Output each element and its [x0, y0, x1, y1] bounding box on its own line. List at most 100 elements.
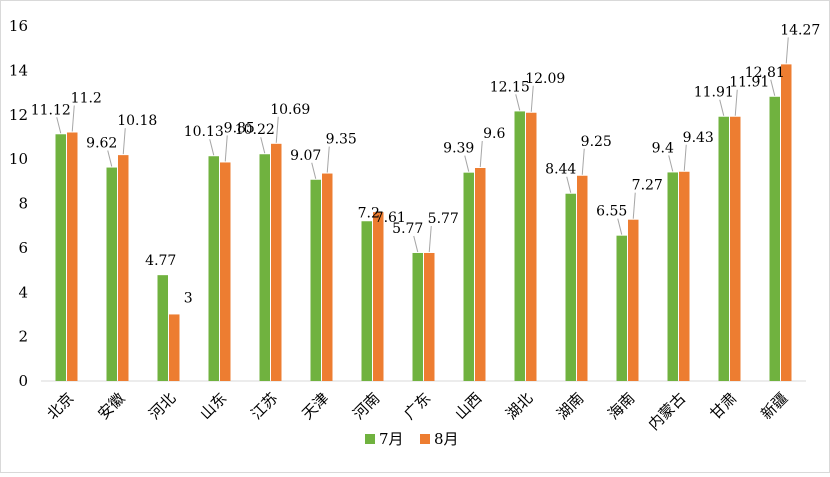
bar-august [679, 171, 690, 381]
leader-line-august [275, 116, 279, 143]
bar-august [220, 162, 231, 381]
data-labels-layer: 11.12 9.62 4.77 10.13 10.22 9.07 7.2 5.77 9.39 12… [31, 22, 821, 306]
x-category-label: 山西 [451, 389, 485, 423]
bars-layer [55, 64, 792, 382]
legend-label-july: 7月 [379, 430, 404, 448]
x-category-label: 新疆 [757, 389, 791, 423]
leader-line-july [464, 155, 470, 172]
legend: 7月 8月 [365, 430, 459, 448]
leader-line-july [668, 155, 674, 172]
bar-august [628, 219, 639, 381]
data-label-july: 12.81 [745, 65, 785, 81]
legend-swatch-july [365, 434, 375, 444]
data-label-august: 3 [184, 290, 193, 306]
x-category-label: 江苏 [247, 389, 281, 423]
bar-july [208, 156, 219, 381]
data-label-august: 9.6 [483, 126, 505, 142]
x-category-label: 内蒙古 [645, 389, 690, 434]
leader-line-august [224, 135, 228, 162]
bar-august [781, 64, 792, 382]
leader-line-july [566, 176, 572, 193]
leader-line-july [719, 99, 725, 116]
bar-july [106, 167, 117, 381]
bar-august [577, 175, 588, 381]
data-label-july: 9.62 [86, 136, 117, 152]
data-label-july: 5.77 [392, 221, 423, 237]
bar-july [463, 172, 474, 381]
data-label-august: 5.77 [428, 211, 459, 227]
data-label-august: 9.35 [326, 132, 357, 148]
leader-line-july [311, 162, 317, 179]
y-tick-label: 0 [18, 372, 28, 390]
data-label-july: 8.44 [545, 162, 576, 178]
data-label-august: 10.18 [117, 113, 157, 129]
legend-swatch-august [420, 434, 430, 444]
data-label-july: 10.13 [184, 124, 224, 140]
data-label-august: 9.43 [683, 130, 714, 146]
bar-july [565, 193, 576, 381]
bar-august [373, 212, 384, 381]
bar-july [361, 221, 372, 381]
leader-line-august [581, 148, 585, 175]
data-label-august: 11.91 [729, 75, 769, 91]
leader-line-july [770, 79, 776, 96]
leader-line-august [734, 89, 738, 116]
x-category-label: 海南 [604, 389, 638, 423]
x-category-label: 安徽 [94, 389, 128, 423]
data-label-july: 10.22 [235, 122, 275, 138]
bar-july [667, 172, 678, 381]
bar-august [67, 132, 78, 381]
bar-july [769, 96, 780, 381]
leader-line-august [785, 37, 789, 64]
bar-july [55, 134, 66, 381]
data-label-august: 9.25 [581, 134, 612, 150]
bar-july [157, 275, 168, 381]
x-category-label: 天津 [298, 389, 332, 423]
leader-line-august [632, 192, 636, 219]
x-category-label: 湖南 [553, 389, 587, 423]
data-label-july: 7.2 [358, 205, 380, 221]
x-category-label: 山东 [196, 389, 230, 423]
leader-line-july [56, 117, 62, 134]
bar-august [475, 168, 486, 381]
legend-label-august: 8月 [434, 430, 459, 448]
bar-july [310, 179, 321, 381]
bar-august [169, 314, 180, 381]
y-tick-label: 4 [18, 283, 28, 301]
bar-august [322, 173, 333, 381]
bar-august [730, 116, 741, 381]
leader-line-july [617, 218, 623, 235]
bar-august [526, 112, 537, 382]
x-category-label: 河南 [349, 389, 383, 423]
y-tick-label: 16 [9, 17, 28, 35]
data-label-july: 6.55 [596, 204, 627, 220]
data-label-july: 12.15 [490, 79, 530, 95]
data-label-july: 9.4 [652, 140, 674, 156]
leader-line-july [260, 137, 266, 154]
bar-august [118, 155, 129, 381]
data-label-july: 9.39 [443, 141, 474, 157]
data-label-july: 11.12 [31, 102, 71, 118]
y-tick-label: 12 [9, 106, 28, 124]
bar-august [271, 143, 282, 381]
data-label-august: 12.09 [525, 71, 565, 87]
data-label-august: 14.27 [780, 22, 820, 38]
leader-line-august [326, 146, 330, 173]
bar-july [514, 111, 525, 381]
data-label-august: 10.69 [270, 102, 310, 118]
leader-line-july [209, 139, 215, 156]
bar-august [424, 252, 435, 381]
x-category-label: 广东 [400, 389, 434, 423]
leader-line-july [515, 94, 521, 111]
data-label-july: 4.77 [145, 253, 176, 269]
bar-july [616, 235, 627, 381]
y-tick-label: 6 [18, 239, 28, 257]
data-label-july: 11.91 [694, 85, 734, 101]
leader-line-august [479, 140, 483, 168]
x-category-label: 北京 [43, 389, 77, 423]
leader-line-july [107, 150, 113, 167]
data-label-july: 9.07 [290, 148, 321, 164]
leader-line-august [122, 128, 126, 155]
bar-july [259, 154, 270, 381]
y-tick-label: 14 [9, 61, 28, 79]
